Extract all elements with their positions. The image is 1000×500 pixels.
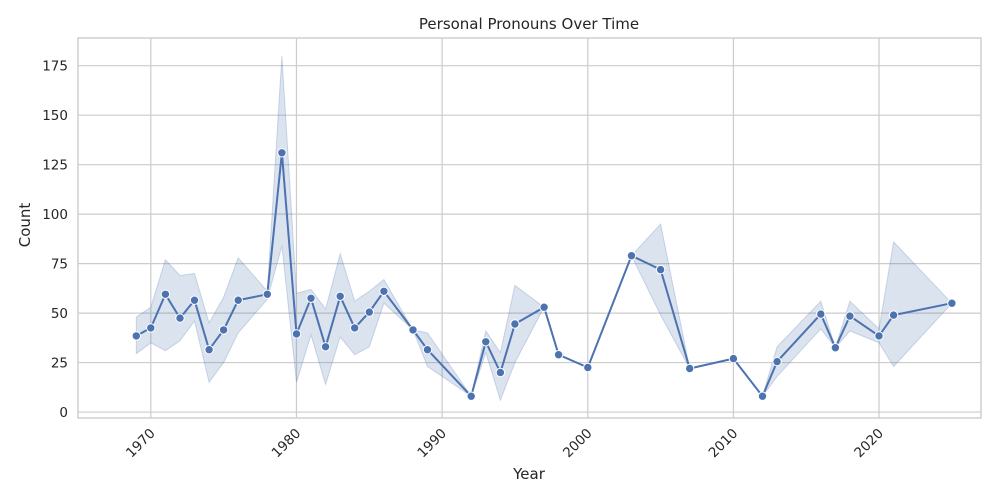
data-point (510, 319, 520, 329)
confidence-band (135, 55, 953, 402)
data-point (379, 286, 389, 296)
series-line-group (135, 151, 953, 398)
data-point (175, 313, 185, 323)
data-point (350, 323, 360, 333)
y-tick-label: 50 (51, 306, 68, 322)
data-point (947, 298, 957, 308)
data-point (816, 309, 826, 319)
y-axis-label: Count (16, 203, 34, 248)
data-point (204, 345, 214, 355)
data-point (364, 307, 374, 317)
data-point (830, 343, 841, 353)
plot-border (77, 37, 982, 419)
y-tick-labels: 0 25 50 75 100 125 150 175 (42, 59, 68, 421)
data-point (772, 356, 782, 367)
data-point (728, 353, 739, 364)
y-tick-label: 150 (42, 108, 68, 124)
data-point (233, 295, 243, 305)
data-point (146, 323, 156, 333)
data-point (481, 337, 491, 347)
confidence-band-area (135, 55, 953, 402)
x-tick-label: 2010 (706, 426, 742, 462)
x-tick-label: 2020 (851, 426, 887, 462)
data-point (277, 148, 287, 158)
data-point (539, 302, 549, 312)
data-point (757, 391, 768, 401)
y-tick-label: 175 (42, 59, 68, 75)
y-tick-label: 0 (59, 405, 68, 421)
y-tick-label: 125 (42, 158, 68, 174)
data-point (131, 331, 142, 341)
data-point (320, 342, 331, 352)
y-tick-label: 100 (42, 207, 68, 223)
data-point (553, 350, 564, 360)
data-point (160, 289, 171, 299)
data-point (306, 293, 316, 303)
data-point (291, 329, 302, 339)
data-point (466, 391, 476, 401)
x-tick-labels: 1970 1980 1990 2000 2010 2020 (123, 426, 887, 462)
x-tick-label: 1970 (123, 426, 159, 462)
x-tick-label: 1980 (269, 426, 305, 462)
data-point (422, 345, 433, 355)
y-tick-label: 25 (51, 356, 68, 372)
data-point (218, 325, 229, 335)
data-point (888, 310, 899, 320)
data-point (685, 363, 695, 374)
data-point (874, 331, 884, 341)
x-axis-label: Year (512, 465, 546, 483)
data-point (335, 291, 345, 301)
x-tick-label: 2000 (560, 426, 596, 462)
grid-lines (78, 38, 981, 418)
series-line (135, 151, 953, 398)
data-point (626, 251, 637, 261)
data-points (131, 148, 957, 401)
y-tick-label: 75 (51, 257, 68, 273)
axes-frame (77, 37, 982, 419)
x-tick-label: 1990 (414, 426, 450, 462)
data-point (189, 295, 200, 305)
data-point (262, 289, 272, 299)
data-point (495, 367, 506, 378)
data-point (408, 325, 418, 335)
chart-title: Personal Pronouns Over Time (419, 15, 639, 33)
data-point (655, 264, 666, 275)
data-point (583, 362, 593, 373)
data-point (845, 311, 855, 321)
